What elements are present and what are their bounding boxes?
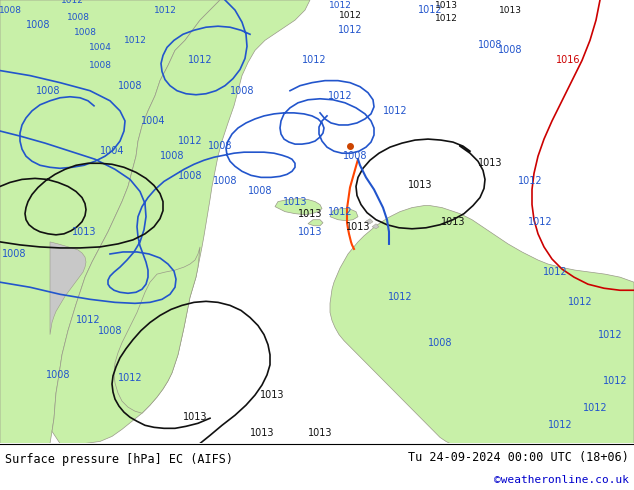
Text: 1012: 1012 [548,420,573,430]
Text: 1008: 1008 [2,249,26,259]
Text: 1012: 1012 [418,5,443,15]
Text: 1012: 1012 [598,330,623,340]
Text: 1008: 1008 [428,338,452,348]
Text: 1012: 1012 [75,316,100,325]
Text: 1012: 1012 [387,293,412,302]
Text: 1008: 1008 [74,28,96,37]
Polygon shape [365,219,373,224]
Text: 1016: 1016 [556,55,580,66]
Polygon shape [308,220,323,226]
Text: 1012: 1012 [339,11,361,20]
Text: 1012: 1012 [328,207,353,217]
Text: 1008: 1008 [213,176,237,186]
Text: 1008: 1008 [0,5,22,15]
Text: 1013: 1013 [346,222,370,232]
Text: 1008: 1008 [46,370,70,380]
Text: 1008: 1008 [118,81,142,91]
Text: ©weatheronline.co.uk: ©weatheronline.co.uk [494,475,629,485]
Text: 1008: 1008 [498,46,522,55]
Text: 1012: 1012 [328,91,353,101]
Text: 1013: 1013 [298,209,322,219]
Polygon shape [330,209,358,221]
Text: 1013: 1013 [307,428,332,439]
Text: 1008: 1008 [343,151,367,161]
Text: 1013: 1013 [498,5,522,15]
Text: 1008: 1008 [36,86,60,96]
Text: 1013: 1013 [298,227,322,237]
Text: 1012: 1012 [583,403,607,413]
Text: 1012: 1012 [118,373,142,383]
Text: 1012: 1012 [153,5,176,15]
Polygon shape [0,0,220,443]
Text: 1012: 1012 [338,25,362,35]
Text: 1008: 1008 [26,20,50,30]
Polygon shape [275,198,322,215]
Polygon shape [330,206,634,443]
Text: Tu 24-09-2024 00:00 UTC (18+06): Tu 24-09-2024 00:00 UTC (18+06) [408,451,629,464]
Text: 1012: 1012 [124,36,146,45]
Polygon shape [52,0,310,443]
Text: 1012: 1012 [543,267,567,277]
Text: 1012: 1012 [188,55,212,66]
Text: 1013: 1013 [478,158,502,168]
Text: 1012: 1012 [527,217,552,227]
Text: 1008: 1008 [230,86,254,96]
Text: 1013: 1013 [183,412,207,422]
Text: 1008: 1008 [208,141,232,151]
Text: 1008: 1008 [248,187,272,196]
Text: 1013: 1013 [408,180,432,191]
Text: 1012: 1012 [518,176,542,186]
Text: 1008: 1008 [478,40,502,50]
Text: 1012: 1012 [603,376,627,386]
Text: 1008: 1008 [67,13,89,22]
Text: 1013: 1013 [260,390,284,400]
Text: Surface pressure [hPa] EC (AIFS): Surface pressure [hPa] EC (AIFS) [5,453,233,466]
Polygon shape [50,242,86,335]
Text: 1008: 1008 [89,61,112,70]
Text: 1012: 1012 [567,297,592,307]
Text: 1008: 1008 [160,151,184,161]
Polygon shape [114,247,200,413]
Text: 1008: 1008 [178,172,202,181]
Text: 1004: 1004 [89,43,112,52]
Text: 1013: 1013 [434,0,458,9]
Text: 1013: 1013 [441,217,465,227]
Text: 1004: 1004 [100,146,124,156]
Text: 1012: 1012 [328,0,351,9]
Polygon shape [372,224,379,229]
Text: 1004: 1004 [141,116,165,126]
Text: 1012: 1012 [178,136,202,146]
Text: 1013: 1013 [250,428,275,439]
Text: 1013: 1013 [72,227,96,237]
Text: 1012: 1012 [61,0,84,4]
Text: 1012: 1012 [302,55,327,66]
Text: 1012: 1012 [383,106,407,116]
Text: 1008: 1008 [98,325,122,336]
Text: 1012: 1012 [434,14,458,23]
Text: 1013: 1013 [283,196,307,207]
